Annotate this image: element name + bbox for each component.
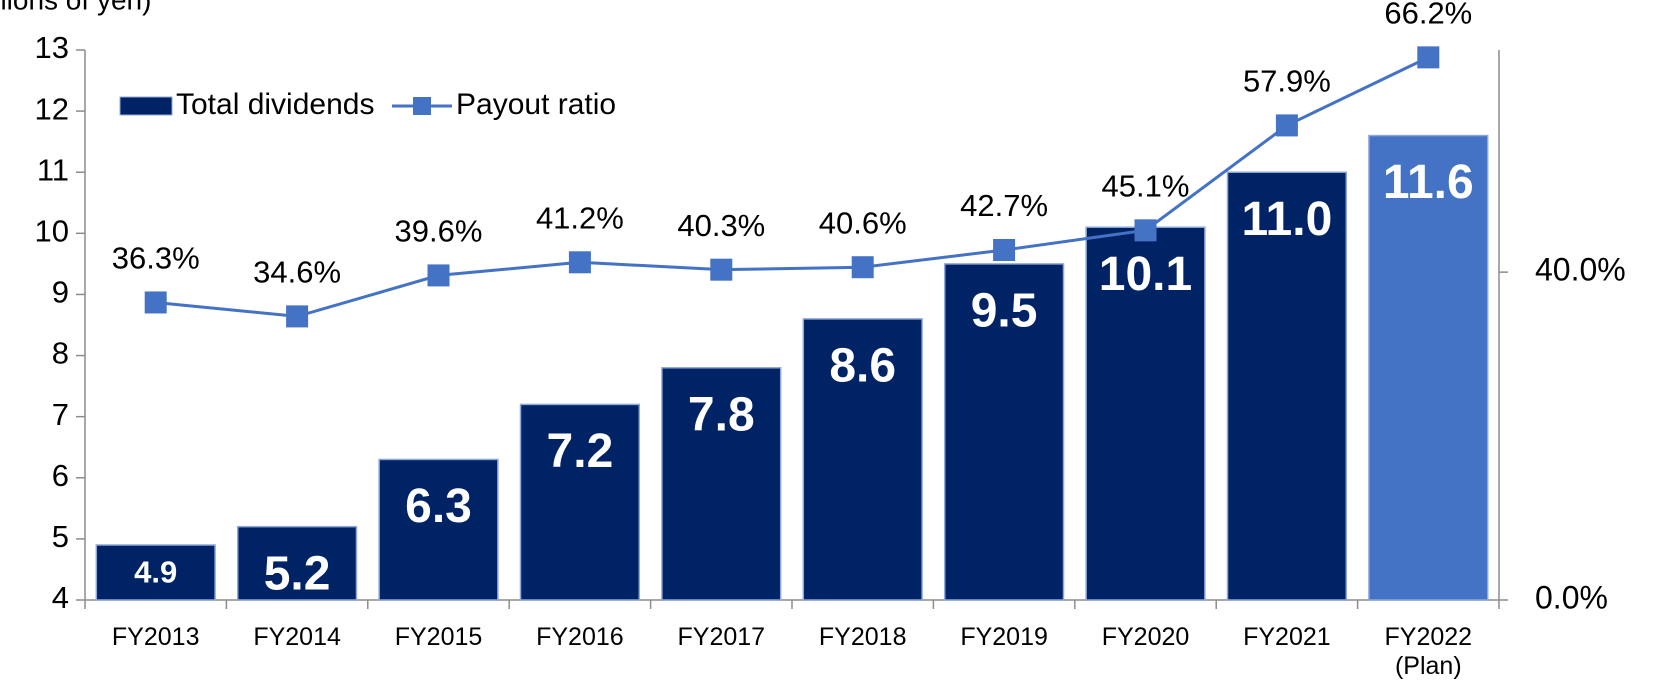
line-marker [1275, 114, 1298, 137]
line-marker [1417, 46, 1440, 69]
y-tick-label: 9 [52, 275, 69, 310]
line-value-label: 40.6% [819, 205, 907, 240]
line-marker [1134, 219, 1157, 242]
y-tick-label: 5 [52, 519, 69, 554]
bar-value-label: 11.0 [1242, 193, 1333, 246]
y2-tick-label: 0.0% [1535, 579, 1608, 615]
y-tick-label: 11 [37, 152, 69, 187]
line [155, 56, 1429, 318]
bar-value-label: 11.6 [1383, 156, 1474, 209]
bar [661, 367, 782, 601]
line-marker [993, 239, 1016, 261]
x-tick-label: FY2018 [819, 623, 907, 651]
x-tick-label: FY2022 (Plan) [1385, 623, 1473, 680]
y-tick-label: 12 [35, 91, 69, 126]
x-tick-label: FY2013 [112, 623, 200, 651]
line-marker [851, 256, 874, 279]
y-tick-label: 10 [35, 214, 69, 249]
line-value-label: 36.3% [112, 241, 200, 276]
line-value-label: 57.9% [1243, 64, 1331, 99]
x-tick-label: FY2015 [395, 623, 483, 651]
bar [1226, 171, 1348, 601]
y-tick-label: 13 [35, 30, 69, 65]
bar [95, 544, 216, 601]
bar-value-label: 7.8 [688, 388, 755, 441]
bar [943, 263, 1065, 601]
legend-label: Total dividends [176, 88, 374, 121]
x-tick-label: FY2016 [536, 623, 624, 651]
bar-value-label: 6.3 [405, 480, 472, 533]
bar-value-label: 9.5 [971, 285, 1038, 338]
line-value-label: 45.1% [1102, 169, 1190, 204]
line-value-label: 66.2% [1384, 0, 1472, 31]
line-marker [427, 264, 450, 287]
x-tick-label: FY2014 [253, 623, 341, 651]
x-tick-label: FY2021 [1243, 623, 1331, 651]
y-tick-label: 4 [52, 580, 69, 615]
line-value-label: 34.6% [253, 255, 341, 290]
bar [802, 318, 923, 601]
x-tick-label: FY2020 [1102, 623, 1190, 651]
bar-value-label: 8.6 [829, 340, 896, 393]
bar-value-label: 4.9 [134, 555, 177, 590]
y-tick-label: 8 [52, 336, 69, 371]
line-marker [568, 251, 591, 274]
bar-value-label: 5.2 [264, 547, 331, 600]
line-value-label: 41.2% [536, 200, 624, 235]
y2-tick-label: 40.0% [1535, 252, 1626, 288]
legend-swatch [119, 96, 173, 116]
bar [236, 525, 358, 601]
x-tick-label: FY2017 [678, 623, 766, 651]
line-marker [286, 305, 309, 328]
y-tick-label: 6 [52, 458, 69, 493]
line-value-label: 39.6% [395, 214, 483, 249]
line-value-label: 40.3% [677, 208, 765, 243]
bar [519, 403, 641, 601]
legend-label: Payout ratio [456, 88, 616, 121]
x-tick-label: FY2019 [960, 623, 1048, 651]
line-value-label: 42.7% [960, 188, 1048, 223]
line-marker [144, 291, 167, 314]
bar [1368, 134, 1489, 601]
bar-value-label: 10.1 [1099, 248, 1192, 301]
line-marker [710, 258, 733, 281]
bar-value-label: 7.2 [547, 425, 614, 478]
legend-marker [413, 97, 431, 115]
y-tick-label: 7 [52, 397, 69, 432]
y-axis-label: (Billions of yen) [0, 0, 151, 15]
bar [378, 458, 499, 601]
